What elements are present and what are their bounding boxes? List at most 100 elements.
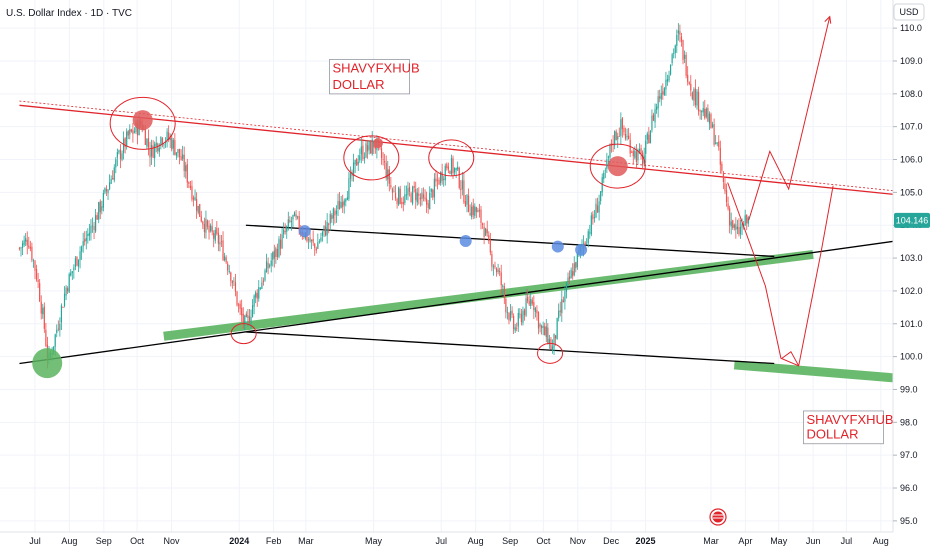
candle-body	[621, 118, 624, 130]
candle-body	[382, 159, 384, 160]
trend-line	[19, 104, 904, 196]
candle-body	[596, 205, 599, 213]
candle-body	[606, 159, 608, 169]
candle-body	[527, 297, 529, 301]
candle-body	[730, 221, 732, 227]
candle-body	[236, 291, 238, 306]
candle-body	[365, 143, 367, 158]
candle-body	[71, 271, 73, 274]
candle-body	[216, 228, 218, 234]
candle-body	[84, 239, 86, 242]
candle-body	[398, 187, 400, 205]
candle-body	[200, 216, 202, 222]
candle-body	[394, 192, 397, 199]
projection-line	[781, 350, 800, 367]
candle-body	[539, 324, 541, 327]
us-flag-icon[interactable]	[709, 508, 727, 526]
candle-body	[618, 136, 620, 137]
candle-body	[161, 138, 164, 145]
candle-body	[59, 323, 61, 331]
candle-body	[286, 226, 288, 232]
candle-body	[666, 79, 669, 82]
candle-body	[297, 216, 299, 218]
candle-body	[242, 313, 244, 323]
candle-body	[407, 188, 409, 196]
candle-body	[554, 335, 557, 339]
x-tick-label: 2024	[229, 536, 249, 546]
candle-body	[570, 269, 572, 279]
candle-body	[110, 178, 112, 184]
candle-body	[469, 212, 471, 216]
candle-body	[196, 199, 198, 211]
candle-body	[335, 210, 338, 215]
candle-body	[96, 215, 98, 220]
candle-body	[34, 260, 36, 271]
candle-body	[199, 204, 201, 217]
candle-body	[323, 225, 325, 232]
last-price-label: 104.146	[896, 215, 929, 225]
candle-body	[385, 162, 387, 179]
candle-body	[471, 206, 473, 218]
candle-body	[635, 151, 637, 162]
candle-body	[178, 148, 181, 157]
last-price-tag: 104.146	[894, 212, 930, 228]
candle-body	[283, 229, 285, 235]
candle-body	[115, 159, 117, 168]
candle-body	[477, 210, 479, 213]
candle-body	[663, 88, 665, 96]
candle-body	[233, 280, 235, 282]
candle-body	[172, 139, 174, 149]
candle-body	[197, 205, 199, 213]
y-tick-label: 100.0	[900, 352, 923, 362]
candle-body	[702, 108, 704, 113]
candle-body	[446, 164, 448, 169]
candle-body	[534, 308, 536, 312]
candle-body	[547, 327, 549, 344]
candle-body	[575, 262, 577, 269]
candle-body	[363, 157, 366, 159]
price-scale[interactable]	[893, 0, 932, 532]
candle-body	[589, 232, 591, 234]
candle-body	[481, 223, 484, 225]
candle-body	[683, 54, 686, 59]
candle-body	[519, 313, 521, 315]
candle-body	[657, 96, 659, 109]
flag-icon-inner	[712, 511, 724, 523]
candle-body	[314, 243, 316, 248]
x-tick-label: Sep	[96, 536, 112, 546]
candle-body	[716, 142, 718, 144]
candle-body	[272, 252, 274, 260]
candle-body	[211, 226, 213, 233]
candle-body	[281, 234, 283, 248]
time-scale[interactable]	[0, 532, 932, 550]
candle-body	[219, 242, 221, 245]
candle-body	[56, 329, 58, 333]
x-tick-label: 2025	[635, 536, 655, 546]
candle-body	[105, 188, 108, 192]
candle-body	[439, 172, 442, 183]
candle-body	[485, 228, 487, 236]
candle-body	[265, 261, 268, 273]
candle-body	[708, 113, 711, 124]
candle-body	[508, 313, 510, 321]
candle-body	[60, 305, 63, 323]
candle-body	[408, 187, 411, 192]
candle-body	[70, 272, 72, 276]
currency-button[interactable]	[893, 3, 925, 21]
candle-body	[679, 31, 681, 35]
candle-body	[74, 258, 77, 267]
candle-body	[620, 119, 622, 136]
candle-body	[649, 131, 651, 144]
candle-body	[338, 201, 341, 210]
candle-body	[744, 215, 746, 226]
x-tick-label: Nov	[164, 536, 181, 546]
candle-body	[203, 224, 205, 232]
candle-body	[31, 246, 33, 261]
candle-body	[654, 109, 656, 123]
candle-body	[127, 131, 129, 136]
candle-body	[360, 146, 362, 155]
candle-body	[747, 217, 749, 224]
